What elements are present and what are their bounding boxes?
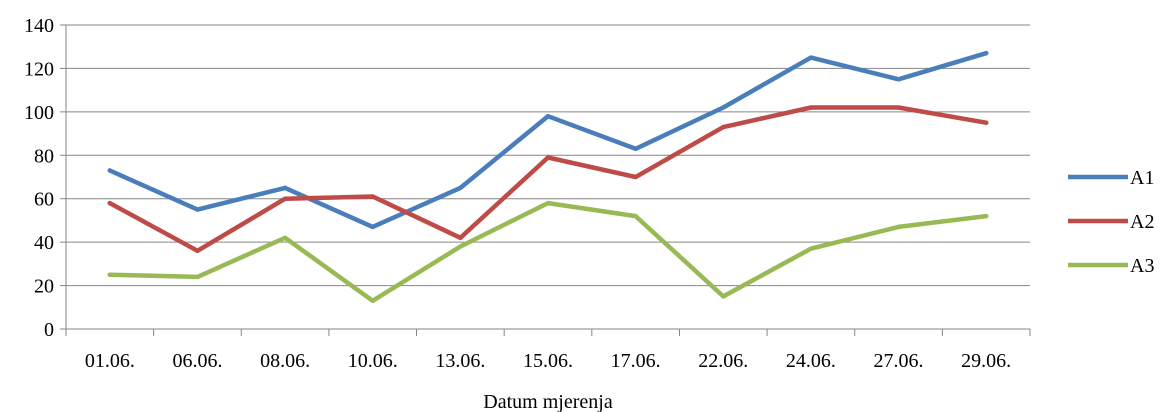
x-tick-label: 08.06. (260, 350, 310, 372)
data-point-A3 (721, 294, 726, 299)
series-line-A2 (107, 105, 989, 254)
x-tick-label: 15.06. (523, 350, 573, 372)
data-point-A3 (808, 246, 814, 251)
data-point-A3 (633, 213, 638, 219)
data-point-A2 (458, 235, 463, 240)
data-point-A1 (458, 185, 463, 191)
gridlines (66, 24, 1030, 287)
legend-label-A3: A3 (1130, 255, 1154, 277)
data-point-A3 (282, 235, 288, 240)
data-point-A2 (721, 124, 726, 130)
x-tick-label: 13.06. (435, 350, 485, 372)
data-point-A1 (808, 55, 814, 60)
data-point-A2 (107, 200, 113, 206)
data-point-A1 (195, 207, 200, 212)
series-line-A1 (107, 50, 989, 230)
data-point-A1 (896, 77, 901, 82)
legend: A1 A2 A3 (1068, 167, 1154, 277)
data-point-A1 (370, 224, 375, 230)
legend-label-A2: A2 (1130, 211, 1154, 233)
x-axis-ticks: 01.06. 06.06. 08.06. 10.06. 13.06. 15.06. 17.0… (65, 329, 1031, 372)
data-point-A3 (195, 274, 200, 280)
y-tick-label: 60 (34, 189, 54, 211)
data-point-A2 (282, 196, 288, 201)
y-tick-label: 0 (44, 319, 54, 341)
x-tick-label: 22.06. (698, 350, 748, 372)
data-point-A2 (545, 155, 551, 160)
x-tick-label: 17.06. (611, 350, 661, 372)
data-point-A3 (370, 298, 375, 303)
data-point-A1 (107, 168, 113, 173)
data-point-A1 (633, 146, 638, 151)
data-point-A3 (983, 213, 989, 219)
data-point-A2 (896, 105, 901, 110)
x-tick-label: 29.06. (961, 350, 1011, 372)
data-point-A2 (808, 105, 814, 110)
data-point-A2 (370, 194, 375, 199)
series-lines (107, 50, 989, 304)
data-point-A2 (195, 248, 200, 254)
y-tick-label: 80 (34, 145, 54, 167)
series-line-A3 (107, 200, 989, 304)
y-tick-label: 140 (24, 15, 54, 37)
data-point-A2 (633, 174, 638, 180)
data-point-A2 (983, 120, 989, 125)
y-tick-label: 40 (34, 232, 54, 254)
x-axis-title: Datum mjerenja (483, 391, 613, 412)
x-tick-label: 06.06. (172, 350, 222, 372)
x-tick-label: 01.06. (85, 350, 135, 372)
data-point-A3 (458, 244, 463, 249)
axes (65, 25, 1030, 330)
data-point-A1 (721, 105, 726, 110)
x-tick-label: 24.06. (786, 350, 836, 372)
y-tick-label: 100 (24, 102, 54, 124)
x-tick-label: 10.06. (348, 350, 398, 372)
data-point-A1 (545, 114, 551, 119)
y-tick-label: 20 (34, 276, 54, 298)
y-tick-label: 120 (24, 58, 54, 80)
data-point-A1 (282, 185, 288, 191)
data-point-A3 (107, 272, 113, 277)
data-point-A3 (545, 200, 551, 206)
x-tick-label: 27.06. (874, 350, 924, 372)
legend-label-A1: A1 (1130, 167, 1154, 189)
y-axis-ticks: 0 20 40 60 80 100 120 140 (24, 15, 66, 341)
data-point-A1 (983, 51, 989, 56)
data-point-A3 (896, 224, 901, 230)
